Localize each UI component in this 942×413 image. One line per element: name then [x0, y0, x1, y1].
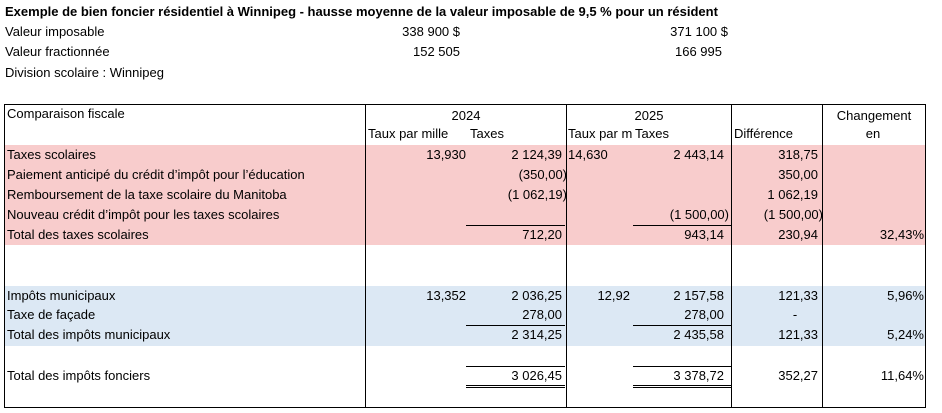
cell-difference: 121,33 — [778, 327, 818, 342]
cell-difference: 350,00 — [778, 167, 818, 182]
change-header-line1: Changement — [836, 108, 912, 123]
cell-difference: 352,27 — [778, 368, 818, 383]
row-label-school-taxes: Taxes scolaires — [7, 147, 96, 162]
cell-taxes-2025: 2 157,58 — [673, 288, 724, 303]
year-2025-header: 2025 — [634, 108, 664, 123]
total-box-2024 — [466, 366, 565, 388]
row-label-school-total: Total des taxes scolaires — [7, 227, 149, 242]
table-left-border — [4, 104, 5, 408]
total-box-2025 — [633, 366, 731, 388]
subtotal-rule — [466, 325, 565, 326]
school-taxes-band — [5, 145, 926, 245]
assessed-value-label: Valeur imposable — [5, 24, 105, 39]
municipal-taxes-band — [5, 286, 926, 346]
portioned-value-label: Valeur fractionnée — [5, 44, 110, 59]
taxes-2024-subheader: Taxes — [470, 126, 504, 141]
col-divider-2025 — [566, 104, 567, 408]
cell-rate-2024: 13,930 — [426, 147, 466, 162]
cell-taxes-2024: (1 062,19) — [507, 187, 567, 202]
taxes-2025-subheader: Taxes — [635, 126, 669, 141]
table-right-border — [925, 104, 926, 408]
cell-rate-2024: 13,352 — [426, 288, 466, 303]
rate-2025-subheader: Taux par m — [568, 126, 633, 141]
row-label-property-total: Total des impôts fonciers — [7, 368, 151, 383]
change-header-line2: en — [865, 126, 881, 141]
cell-difference: (1 500,00) — [763, 207, 823, 222]
cell-taxes-2024: 2 314,25 — [511, 327, 562, 342]
portioned-value-2024: 152 505 — [413, 44, 460, 59]
cell-change: 5,96% — [887, 288, 924, 303]
cell-taxes-2024: (350,00) — [518, 167, 567, 182]
row-label-education-credit: Paiement anticipé du crédit d’impôt pour… — [7, 167, 305, 182]
cell-taxes-2025: 943,14 — [684, 227, 724, 242]
school-division-label: Division scolaire : Winnipeg — [5, 65, 164, 80]
cell-rate-2025: 12,92 — [597, 288, 630, 303]
cell-change: 32,43% — [879, 227, 924, 242]
cell-taxes-2024: 712,20 — [522, 227, 562, 242]
subtotal-rule — [466, 225, 565, 226]
year-2024-header: 2024 — [451, 108, 481, 123]
cell-difference: - — [792, 307, 798, 322]
table-header-label: Comparaison fiscale — [7, 106, 125, 121]
row-label-manitoba-refund: Remboursement de la taxe scolaire du Man… — [7, 187, 287, 202]
cell-taxes-2024: 2 036,25 — [511, 288, 562, 303]
cell-taxes-2024: 3 026,45 — [511, 368, 562, 383]
cell-taxes-2024: 278,00 — [522, 307, 562, 322]
col-divider-change — [822, 104, 823, 408]
assessed-value-2025: 371 100 $ — [670, 24, 728, 39]
cell-taxes-2025: (1 500,00) — [669, 207, 729, 222]
difference-subheader: Différence — [734, 126, 794, 141]
cell-difference: 230,94 — [778, 227, 818, 242]
subtotal-rule — [633, 225, 731, 226]
table-top-border — [4, 104, 926, 105]
cell-taxes-2024: 2 124,39 — [511, 147, 562, 162]
portioned-value-2025: 166 995 — [675, 44, 722, 59]
cell-difference: 121,33 — [778, 288, 818, 303]
cell-taxes-2025: 3 378,72 — [673, 368, 724, 383]
subtotal-rule — [633, 325, 731, 326]
cell-taxes-2025: 278,00 — [684, 307, 724, 322]
cell-rate-2025: 14,630 — [568, 147, 608, 162]
col-divider-2024 — [365, 104, 366, 408]
cell-change: 5,24% — [887, 327, 924, 342]
col-divider-diff — [731, 104, 732, 408]
cell-taxes-2025: 2 443,14 — [673, 147, 724, 162]
rate-2024-subheader: Taux par mille — [368, 126, 449, 141]
row-label-new-credit: Nouveau crédit d’impôt pour les taxes sc… — [7, 207, 280, 222]
assessed-value-2024: 338 900 $ — [402, 24, 460, 39]
cell-difference: 1 062,19 — [767, 187, 818, 202]
cell-difference: 318,75 — [778, 147, 818, 162]
table-bottom-border — [4, 407, 926, 408]
row-label-frontage-tax: Taxe de façade — [7, 307, 96, 322]
row-label-municipal-taxes: Impôts municipaux — [7, 288, 116, 303]
cell-taxes-2025: 2 435,58 — [673, 327, 724, 342]
page-title: Exemple de bien foncier résidentiel à Wi… — [5, 4, 718, 19]
row-label-municipal-total: Total des impôts municipaux — [7, 327, 171, 342]
cell-change: 11,64% — [880, 368, 924, 383]
